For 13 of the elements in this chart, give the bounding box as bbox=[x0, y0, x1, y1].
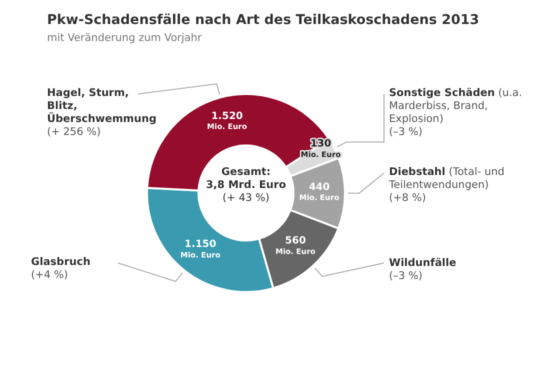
text: (+8 %) bbox=[389, 192, 426, 204]
text: (–3 %) bbox=[389, 126, 422, 138]
text: (–3 %) bbox=[389, 270, 422, 282]
slice-label: Wildunfälle bbox=[389, 257, 456, 269]
text: (+4 %) bbox=[31, 269, 68, 281]
slice-label: Diebstahl (Total- und Teilentwendungen) bbox=[389, 166, 504, 191]
slice-label: Hagel, Sturm, Blitz, Überschwemmung bbox=[47, 87, 156, 125]
slice-label: Sonstige Schäden (u.a. Marderbiss, Brand, Explosion) bbox=[389, 87, 522, 125]
chart-title: Pkw-Schadensfälle nach Art des Teilkaskoschadens 2013 bbox=[47, 12, 480, 28]
text: (+ 256 %) bbox=[47, 126, 101, 138]
text: Gesamt: 3,8 Mrd. Euro (+ 43 %) bbox=[204, 166, 288, 205]
chart-subtitle: mit Veränderung zum Vorjahr bbox=[47, 32, 202, 44]
slice-label: Glasbruch bbox=[31, 256, 90, 268]
